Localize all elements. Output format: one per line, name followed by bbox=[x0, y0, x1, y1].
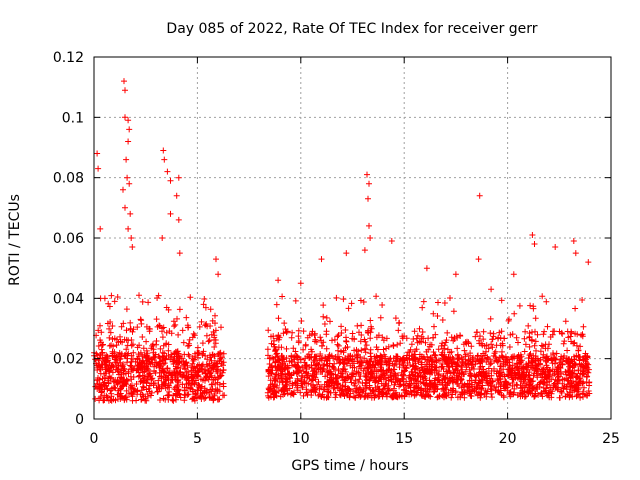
y-tick-label: 0.04 bbox=[53, 291, 84, 307]
y-tick-label: 0.1 bbox=[62, 110, 84, 126]
y-tick-labels: 0 0.02 0.04 0.06 0.08 0.1 0.12 bbox=[53, 50, 84, 428]
x-tick-label: 15 bbox=[395, 431, 413, 447]
y-tick-label: 0.12 bbox=[53, 50, 84, 66]
x-tick-label: 25 bbox=[602, 431, 620, 447]
y-tick-label: 0.08 bbox=[53, 171, 84, 187]
x-tick-label: 5 bbox=[193, 431, 202, 447]
x-tick-label: 0 bbox=[90, 431, 99, 447]
x-tick-label: 20 bbox=[499, 431, 517, 447]
x-tick-labels: 0 5 10 15 20 25 bbox=[90, 431, 620, 447]
x-tick-label: 10 bbox=[292, 431, 310, 447]
y-tick-label: 0.06 bbox=[53, 231, 84, 247]
scatter-markers bbox=[91, 78, 593, 404]
x-axis-label: GPS time / hours bbox=[291, 458, 408, 474]
y-tick-label: 0.02 bbox=[53, 352, 84, 368]
chart-title: Day 085 of 2022, Rate Of TEC Index for r… bbox=[166, 21, 537, 37]
y-tick-label: 0 bbox=[75, 412, 84, 428]
data-points bbox=[91, 78, 593, 404]
y-axis-label: ROTI / TECUs bbox=[7, 194, 23, 286]
axis-ticks bbox=[93, 56, 612, 420]
